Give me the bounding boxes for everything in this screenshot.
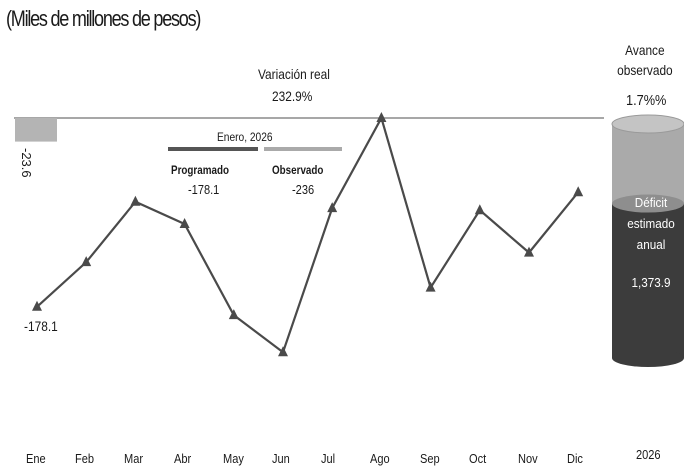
deficit-label: Déficit estimado anual bbox=[627, 195, 675, 252]
x-tick-ene: Ene bbox=[26, 451, 46, 466]
x-tick-oct: Oct bbox=[468, 451, 486, 466]
legend-observed-label: Observado bbox=[272, 163, 324, 177]
x-tick-sep: Sep bbox=[419, 451, 440, 466]
variation-label: Variación real bbox=[258, 66, 330, 82]
x-tick-feb: Feb bbox=[75, 451, 95, 466]
progress-value: 1.7%% bbox=[626, 92, 667, 109]
x-tick-may: May bbox=[222, 451, 244, 466]
point-sep bbox=[425, 281, 436, 292]
point-oct bbox=[474, 204, 485, 215]
cylinder-progress-edge bbox=[612, 194, 684, 213]
progress-label: Avance observado bbox=[617, 42, 673, 78]
series-line-programado bbox=[36, 115, 580, 355]
x-tick-ago: Ago bbox=[370, 451, 391, 466]
chart-subtitle: (Miles de millones de pesos) bbox=[6, 6, 201, 31]
x-tick-jun: Jun bbox=[272, 451, 290, 466]
x-tick-jul: Jul bbox=[321, 451, 336, 466]
point-jul bbox=[327, 202, 338, 213]
bar-value-label: -23.6 bbox=[19, 148, 34, 178]
point-ene bbox=[32, 300, 42, 311]
variation-value: 232.9% bbox=[272, 88, 313, 104]
cylinder-bottom bbox=[612, 349, 684, 367]
cylinder-progress-fill bbox=[612, 124, 684, 204]
legend-observed-swatch bbox=[264, 147, 342, 151]
point-abr bbox=[179, 218, 190, 228]
legend-observed-value: -236 bbox=[292, 182, 315, 197]
point-feb bbox=[81, 256, 92, 267]
legend-period: Enero, 2026 bbox=[217, 130, 273, 144]
x-tick-abr: Abr bbox=[173, 451, 191, 466]
point-jun bbox=[278, 346, 288, 357]
legend-programmed-value: -178.1 bbox=[188, 182, 220, 197]
point-mar bbox=[130, 195, 141, 206]
bar-observed-ene bbox=[15, 118, 57, 142]
point-ago bbox=[376, 112, 387, 122]
deficit-value: 1,373.9 bbox=[631, 275, 671, 290]
point-may bbox=[228, 309, 239, 320]
cylinder-top bbox=[611, 114, 684, 134]
data-label-ene: -178.1 bbox=[24, 318, 58, 334]
point-dic bbox=[573, 186, 584, 197]
point-nov bbox=[524, 246, 534, 257]
x-tick-dic: Dic bbox=[567, 451, 584, 466]
x-tick-mar: Mar bbox=[124, 451, 144, 466]
legend-programmed-label: Programado bbox=[171, 163, 229, 177]
legend-programmed-swatch bbox=[168, 147, 258, 151]
x-tick-nov: Nov bbox=[518, 451, 538, 466]
annual-year-label: 2026 bbox=[636, 447, 661, 462]
